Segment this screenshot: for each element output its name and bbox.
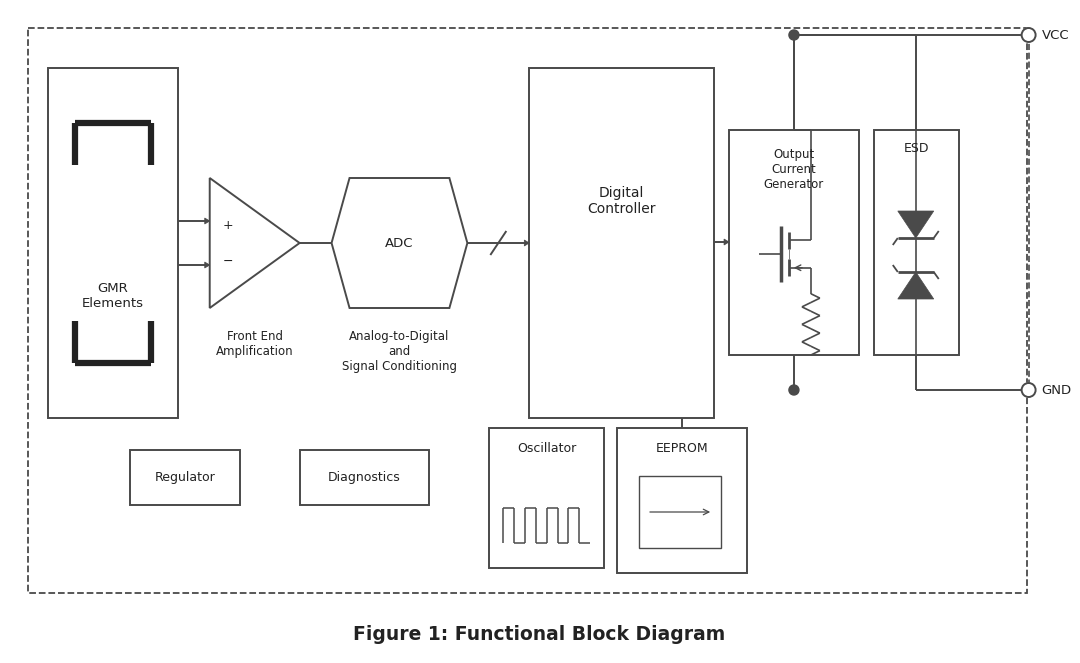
Bar [299, 450, 430, 505]
Polygon shape [897, 272, 934, 299]
Circle shape [1022, 383, 1036, 397]
Text: Analog-to-Digital
and
Signal Conditioning: Analog-to-Digital and Signal Conditionin… [342, 330, 457, 373]
Polygon shape [524, 240, 529, 246]
Text: ESD: ESD [904, 142, 929, 155]
Circle shape [1022, 28, 1036, 42]
Text: Oscillator: Oscillator [517, 442, 577, 455]
Bar [28, 28, 1027, 593]
Polygon shape [205, 262, 210, 268]
Text: Output
Current
Generator: Output Current Generator [764, 148, 824, 191]
Text: +: + [222, 219, 233, 231]
Text: GND: GND [1041, 383, 1071, 396]
Polygon shape [724, 239, 729, 245]
Bar [489, 428, 604, 568]
Circle shape [788, 385, 799, 395]
Polygon shape [897, 211, 934, 238]
Bar [48, 68, 178, 418]
Text: Digital
Controller: Digital Controller [588, 186, 656, 216]
Bar [639, 476, 721, 548]
Text: Diagnostics: Diagnostics [328, 471, 401, 484]
Text: Figure 1: Functional Block Diagram: Figure 1: Functional Block Diagram [353, 625, 726, 644]
Circle shape [788, 30, 799, 40]
Text: Front End
Amplification: Front End Amplification [216, 330, 294, 358]
Bar [874, 130, 959, 355]
Text: GMR
Elements: GMR Elements [82, 282, 144, 310]
Bar [529, 68, 714, 418]
Polygon shape [205, 218, 210, 224]
Bar [729, 130, 859, 355]
Text: ADC: ADC [386, 237, 414, 249]
Bar [617, 428, 747, 573]
Text: VCC: VCC [1041, 29, 1069, 42]
Bar [130, 450, 240, 505]
Text: EEPROM: EEPROM [656, 442, 708, 455]
Text: Regulator: Regulator [154, 471, 215, 484]
Text: −: − [222, 255, 233, 267]
